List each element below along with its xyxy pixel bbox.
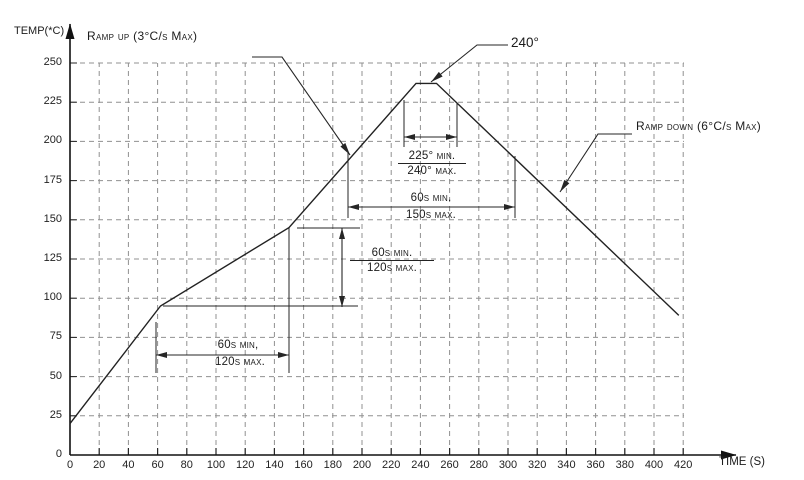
x-tick-label: 200 (352, 459, 372, 471)
y-tick-label: 100 (43, 291, 62, 304)
x-tick-label: 80 (180, 459, 193, 471)
x-tick-label: 100 (206, 459, 226, 471)
dimension-arrowhead (504, 204, 515, 210)
x-tick-label: 60 (151, 459, 164, 471)
dimension-arrowhead (339, 228, 345, 239)
x-tick-label: 300 (498, 459, 518, 471)
dimension-arrowhead (446, 134, 457, 140)
leader-ramp-down (559, 133, 632, 193)
y-tick-label: 250 (43, 56, 62, 68)
soak-time-max: 120s max. (214, 356, 266, 368)
peak-window-spec: 225° min. 240° max. (398, 150, 466, 177)
leader-peak-240 (430, 44, 508, 83)
soak-rise-min: 60s min. (350, 247, 434, 261)
reflow-time-min: 60s min. (410, 192, 452, 204)
x-tick-label: 0 (66, 459, 74, 471)
x-tick-label: 140 (265, 459, 284, 471)
x-tick-label: 240 (411, 459, 430, 471)
reflow-time-max: 150s max. (405, 209, 457, 221)
peak-window-max: 240° max. (407, 165, 457, 177)
soak-rise-spec: 60s min. 120s max. (350, 247, 434, 274)
dimension-arrowhead (156, 352, 167, 358)
x-tick-label: 360 (586, 459, 605, 471)
ramp-down-label: Ramp down (6°C/s Max) (636, 119, 762, 133)
x-tick-label: 120 (236, 459, 255, 471)
soak-time-min: 60s min, (217, 339, 259, 351)
x-tick-label: 180 (323, 459, 342, 471)
x-tick-label: 160 (294, 459, 313, 471)
y-axis-title: TEMP(*C) (14, 25, 65, 37)
y-tick-label: 0 (55, 448, 62, 460)
ramp-up-label: Ramp up (3°C/s Max) (87, 29, 198, 43)
y-tick-label: 75 (49, 330, 62, 343)
x-tick-label: 220 (382, 459, 401, 471)
profile-curve (69, 82, 680, 425)
leader-ramp-up (252, 56, 351, 156)
dimension-arrowhead (348, 204, 359, 210)
x-tick-label: 380 (615, 459, 634, 471)
y-tick-label: 175 (43, 173, 62, 186)
x-tick-label: 340 (557, 459, 576, 471)
y-tick-label: 25 (49, 408, 62, 421)
peak-temp-label: 240° (511, 35, 539, 50)
x-tick-label: 20 (93, 459, 106, 471)
dimension-arrowhead (404, 134, 415, 140)
x-tick-label: 280 (469, 459, 488, 471)
y-tick-label: 225 (43, 95, 62, 108)
peak-window-min: 225° min. (398, 150, 466, 164)
x-tick-label: 40 (122, 459, 135, 471)
y-tick-label: 150 (43, 212, 62, 225)
x-tick-label: 320 (528, 459, 547, 471)
x-tick-label: 400 (644, 459, 664, 471)
dimension-arrowhead (339, 296, 345, 307)
y-tick-label: 125 (43, 252, 62, 264)
x-axis-title: TIME (S) (719, 456, 765, 468)
y-tick-label: 50 (49, 369, 62, 382)
dimension-arrowhead (278, 352, 289, 358)
x-tick-label: 420 (674, 459, 693, 471)
x-tick-label: 260 (440, 459, 459, 471)
soak-rise-max: 120s max. (366, 262, 418, 274)
y-tick-label: 200 (43, 134, 62, 147)
